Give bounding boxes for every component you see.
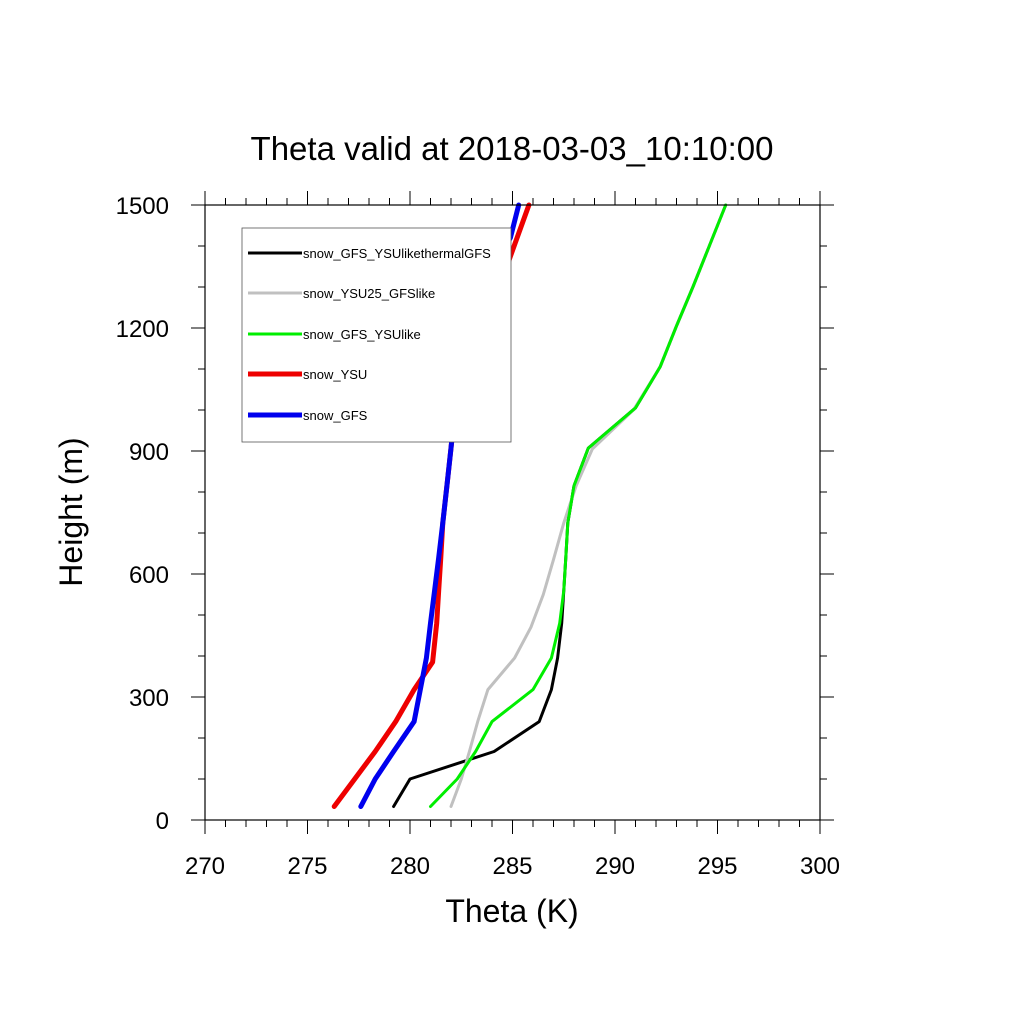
x-tick-label: 295 — [697, 853, 737, 880]
axis-ticks — [191, 191, 834, 834]
legend-label-snow_YSU: snow_YSU — [303, 367, 367, 382]
y-tick-label: 0 — [156, 808, 169, 835]
x-tick-label: 285 — [492, 853, 532, 880]
y-axis-label: Height (m) — [53, 437, 89, 586]
y-tick-label: 900 — [129, 439, 169, 466]
series-line-snow_GFS_YSUlike — [429, 203, 728, 808]
axis-tick-labels: 270 275 280 285 290 295 300 0 300 600 900 1200 1500 — [116, 193, 840, 880]
x-tick-label: 290 — [595, 853, 635, 880]
y-tick-label: 300 — [129, 685, 169, 712]
x-tick-label: 280 — [390, 853, 430, 880]
y-tick-label: 600 — [129, 562, 169, 589]
legend-label-snow_GFS_YSUlikethermalGFS: snow_GFS_YSUlikethermalGFS — [303, 246, 491, 261]
x-tick-label: 275 — [287, 853, 327, 880]
x-tick-label: 300 — [800, 853, 840, 880]
legend-label-snow_GFS: snow_GFS — [303, 408, 368, 423]
legend-label-snow_YSU25_GFSlike: snow_YSU25_GFSlike — [303, 286, 435, 301]
legend: snow_GFS_YSUlikethermalGFS snow_YSU25_GFS… — [241, 227, 512, 443]
plot-frame — [204, 204, 821, 821]
y-tick-label: 1200 — [116, 316, 169, 343]
y-tick-label: 1500 — [116, 193, 169, 220]
x-tick-label: 270 — [185, 853, 225, 880]
x-axis-label: Theta (K) — [445, 893, 578, 929]
chart-title: Theta valid at 2018-03-03_10:10:00 — [251, 130, 774, 167]
legend-label-snow_GFS_YSUlike: snow_GFS_YSUlike — [303, 327, 421, 342]
